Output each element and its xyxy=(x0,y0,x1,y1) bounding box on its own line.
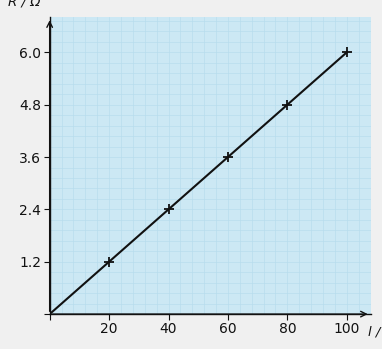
X-axis label: l / cm: l / cm xyxy=(368,326,382,339)
Y-axis label: R / Ω: R / Ω xyxy=(8,0,40,9)
